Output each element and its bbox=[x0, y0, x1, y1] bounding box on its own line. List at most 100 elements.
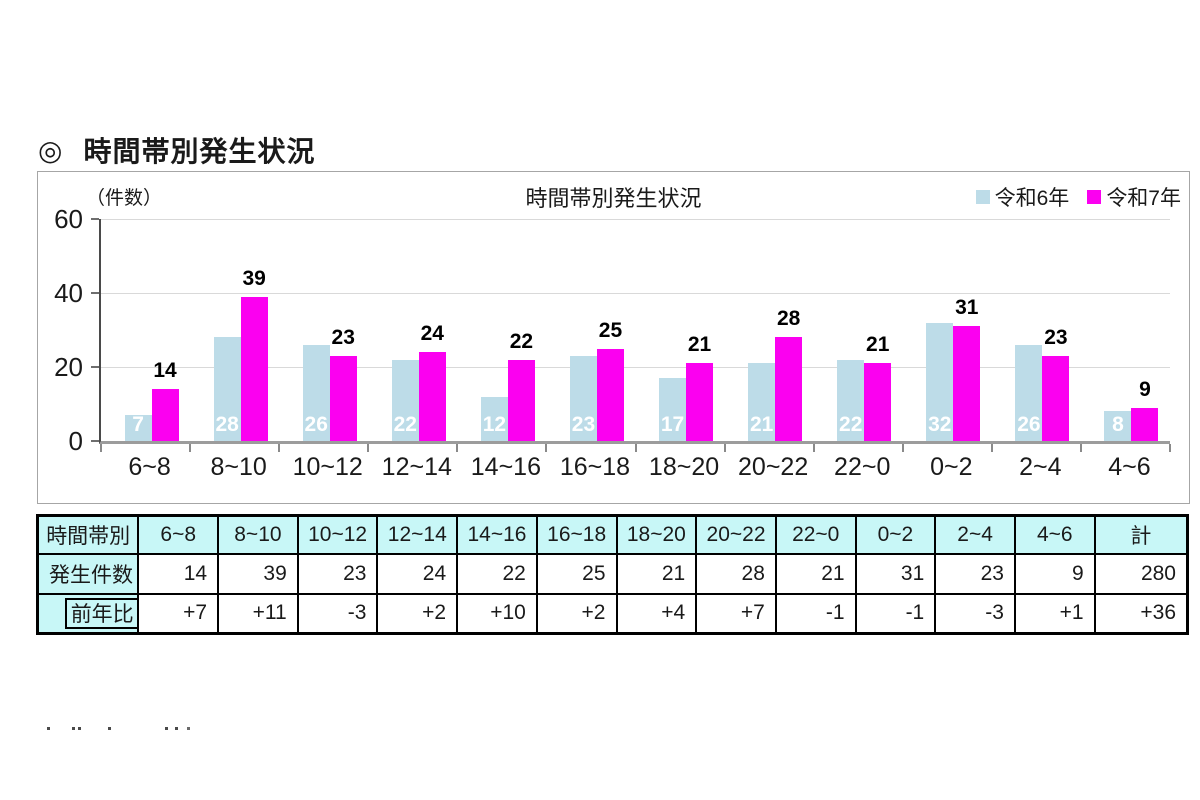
gridline bbox=[101, 218, 1170, 220]
bar-series-1 bbox=[926, 322, 954, 441]
x-axis-category-label: 6~8 bbox=[128, 453, 171, 481]
table-cell: 21 bbox=[615, 552, 698, 595]
table-col-header: 4~6 bbox=[1013, 514, 1096, 555]
y-axis-tick-label: 0 bbox=[68, 426, 83, 456]
x-axis-category-label: 8~10 bbox=[210, 453, 267, 481]
x-axis-tick bbox=[723, 444, 726, 452]
bar-series-1 bbox=[1015, 344, 1043, 441]
x-axis-category-label: 14~16 bbox=[470, 453, 541, 481]
x-axis-tick bbox=[812, 444, 815, 452]
table-cell: +1 bbox=[1013, 592, 1096, 635]
bar-series-1 bbox=[302, 344, 330, 441]
x-axis-tick bbox=[634, 444, 637, 452]
bar-value-label-above: 14 bbox=[153, 359, 177, 383]
bar-series-1 bbox=[213, 337, 241, 441]
x-axis-tick bbox=[278, 444, 281, 452]
table-col-header: 6~8 bbox=[137, 514, 220, 555]
chart-legend: 令和6年 令和7年 bbox=[975, 182, 1181, 212]
bar-value-label-above: 21 bbox=[687, 333, 712, 357]
bar-series-2 bbox=[864, 363, 892, 441]
table-col-header: 22~0 bbox=[774, 514, 857, 555]
bar-value-label-above: 31 bbox=[955, 296, 979, 320]
table-cell: 31 bbox=[854, 552, 937, 595]
legend-label: 令和7年 bbox=[1106, 187, 1181, 210]
bar-value-label-inside: 21 bbox=[749, 413, 774, 436]
bar-series-1 bbox=[124, 415, 152, 441]
y-axis-unit-label: （件数） bbox=[86, 188, 163, 209]
page-heading: ◎ 時間帯別発生状況 bbox=[38, 130, 315, 170]
bar-value-label-above: 28 bbox=[776, 307, 801, 331]
bar-series-2 bbox=[240, 296, 268, 441]
bar-series-2 bbox=[596, 348, 624, 441]
chart-title: 時間帯別発生状況 bbox=[525, 186, 702, 211]
x-axis-tick bbox=[367, 444, 370, 452]
bar-series-1 bbox=[480, 396, 508, 441]
x-axis-category-label: 22~0 bbox=[834, 453, 891, 481]
table-cell: +36 bbox=[1093, 592, 1189, 635]
table-cell: 280 bbox=[1093, 552, 1189, 595]
bar-value-label-above: 23 bbox=[331, 325, 355, 349]
x-axis-category-label: 10~12 bbox=[292, 453, 363, 481]
bar-value-label-inside: 26 bbox=[1017, 413, 1041, 436]
x-axis-category-label: 20~22 bbox=[738, 453, 809, 481]
table-cell: 22 bbox=[456, 552, 538, 595]
bar-series-2 bbox=[1042, 355, 1070, 441]
y-axis-tick bbox=[91, 292, 99, 294]
bar-value-label-above: 9 bbox=[1139, 377, 1151, 401]
table-cell: +4 bbox=[615, 592, 698, 635]
bar-series-1 bbox=[569, 355, 597, 441]
table-cell: 39 bbox=[217, 552, 299, 595]
table-cell: -3 bbox=[934, 592, 1016, 635]
bar-value-label-inside: 23 bbox=[571, 413, 596, 436]
table-cell: +7 bbox=[137, 592, 220, 635]
table-col-header: 20~22 bbox=[695, 514, 777, 555]
bar-series-2 bbox=[151, 389, 179, 441]
bar-series-1 bbox=[659, 378, 687, 441]
table-col-header: 0~2 bbox=[854, 514, 937, 555]
table-cell: 24 bbox=[376, 552, 459, 595]
gridline bbox=[101, 292, 1170, 294]
bar-series-1 bbox=[391, 359, 419, 441]
bar-value-label-above: 23 bbox=[1044, 325, 1068, 349]
gridline bbox=[101, 366, 1170, 368]
heading-marker: ◎ bbox=[38, 134, 64, 166]
table-cell: 25 bbox=[535, 552, 618, 595]
table-cell: +7 bbox=[695, 592, 777, 635]
table-col-header: 18~20 bbox=[615, 514, 698, 555]
bar-value-label-inside: 12 bbox=[482, 413, 507, 436]
x-axis-tick bbox=[100, 444, 102, 452]
table-corner-label: 時間帯別 bbox=[36, 514, 140, 555]
bar-value-label-above: 39 bbox=[242, 266, 266, 290]
bar-value-label-above: 22 bbox=[509, 329, 534, 353]
bar-series-2 bbox=[775, 337, 803, 441]
table-row-label: 前年比 bbox=[36, 592, 140, 635]
bar-value-label-inside: 7 bbox=[132, 413, 144, 436]
y-axis-tick-label: 20 bbox=[54, 352, 83, 382]
bar-value-label-inside: 26 bbox=[304, 413, 328, 436]
table-cell: +2 bbox=[535, 592, 618, 635]
x-axis-category-label: 0~2 bbox=[930, 453, 973, 481]
bar-series-2 bbox=[418, 352, 446, 441]
table-row: 発生件数 14 39 23 24 22 25 21 28 21 31 23 9 280 bbox=[36, 552, 1189, 595]
x-axis-tick bbox=[1169, 444, 1171, 452]
table-cell: -3 bbox=[296, 592, 379, 635]
legend-item: 令和7年 bbox=[1087, 182, 1181, 212]
table-row-label: 発生件数 bbox=[36, 552, 140, 595]
x-axis-tick bbox=[990, 444, 993, 452]
table-cell: +11 bbox=[217, 592, 299, 635]
table-col-header: 8~10 bbox=[217, 514, 299, 555]
plot-area: 7 14 28 39 26 23 22 24 12 22 23 25 17 21 21 28 22 21 32 31 2… bbox=[91, 218, 1171, 452]
x-axis-tick bbox=[545, 444, 548, 452]
table-cell: 14 bbox=[137, 552, 220, 595]
table-cell: -1 bbox=[774, 592, 857, 635]
table-cell: 28 bbox=[695, 552, 777, 595]
table-cell: +10 bbox=[456, 592, 538, 635]
y-axis-tick bbox=[91, 218, 99, 220]
table-cell: 21 bbox=[774, 552, 857, 595]
legend-item: 令和6年 bbox=[975, 182, 1069, 212]
bar-value-label-above: 21 bbox=[866, 333, 890, 357]
bar-value-label-inside: 8 bbox=[1112, 413, 1124, 436]
bar-value-label-inside: 22 bbox=[839, 413, 863, 436]
bar-series-2 bbox=[686, 363, 714, 441]
table-col-header: 16~18 bbox=[535, 514, 618, 555]
